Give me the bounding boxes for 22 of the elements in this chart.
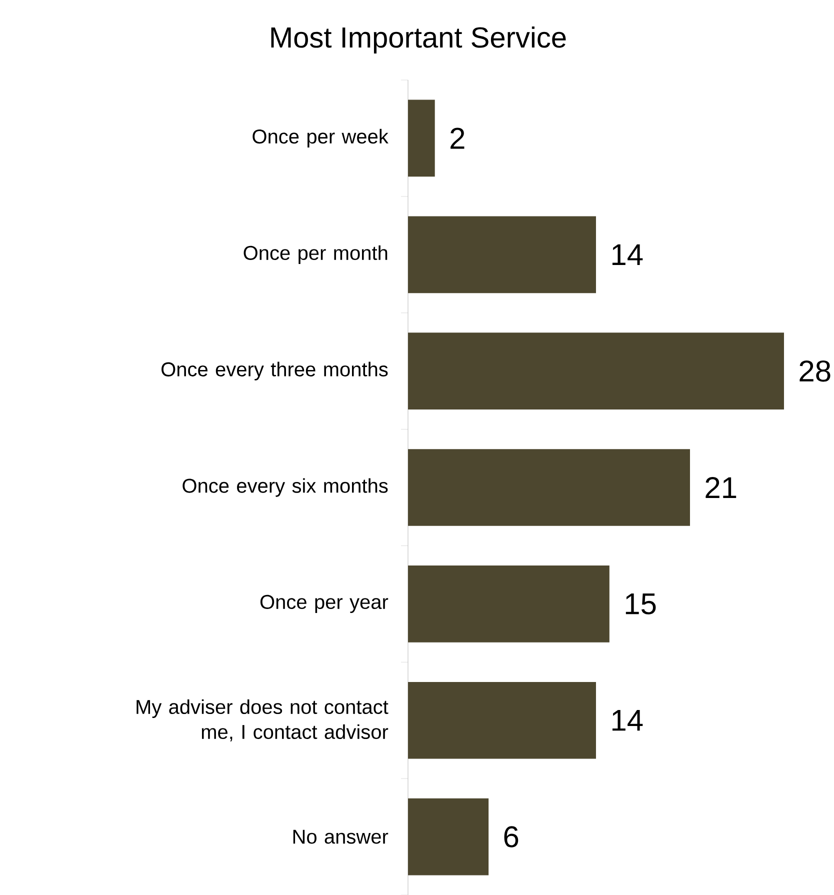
data-label: 2 <box>450 128 464 149</box>
y-tick-label: Once every three months <box>162 362 388 380</box>
bar <box>408 682 596 759</box>
data-label: 6 <box>504 826 518 848</box>
data-label: 28 <box>800 360 830 382</box>
data-label: 14 <box>612 710 643 731</box>
y-tick-label: No answer <box>293 830 388 844</box>
y-tick-label: Once per week <box>252 128 388 148</box>
bar <box>408 332 784 410</box>
y-tick-label: Once every six months <box>182 478 388 497</box>
y-tick-label: Once per year <box>260 594 388 613</box>
data-label: 21 <box>706 477 736 498</box>
chart-title: Most Important Service <box>271 26 566 54</box>
y-tick-label: My adviser does not contact me, I contact advisor <box>136 699 388 742</box>
data-label: 14 <box>612 244 643 265</box>
y-tick-label: Once per month <box>244 245 388 264</box>
data-label: 15 <box>626 593 656 614</box>
bar <box>408 216 596 294</box>
bar <box>408 798 489 876</box>
bar <box>408 100 435 177</box>
bar <box>408 566 610 642</box>
bar <box>408 449 690 526</box>
